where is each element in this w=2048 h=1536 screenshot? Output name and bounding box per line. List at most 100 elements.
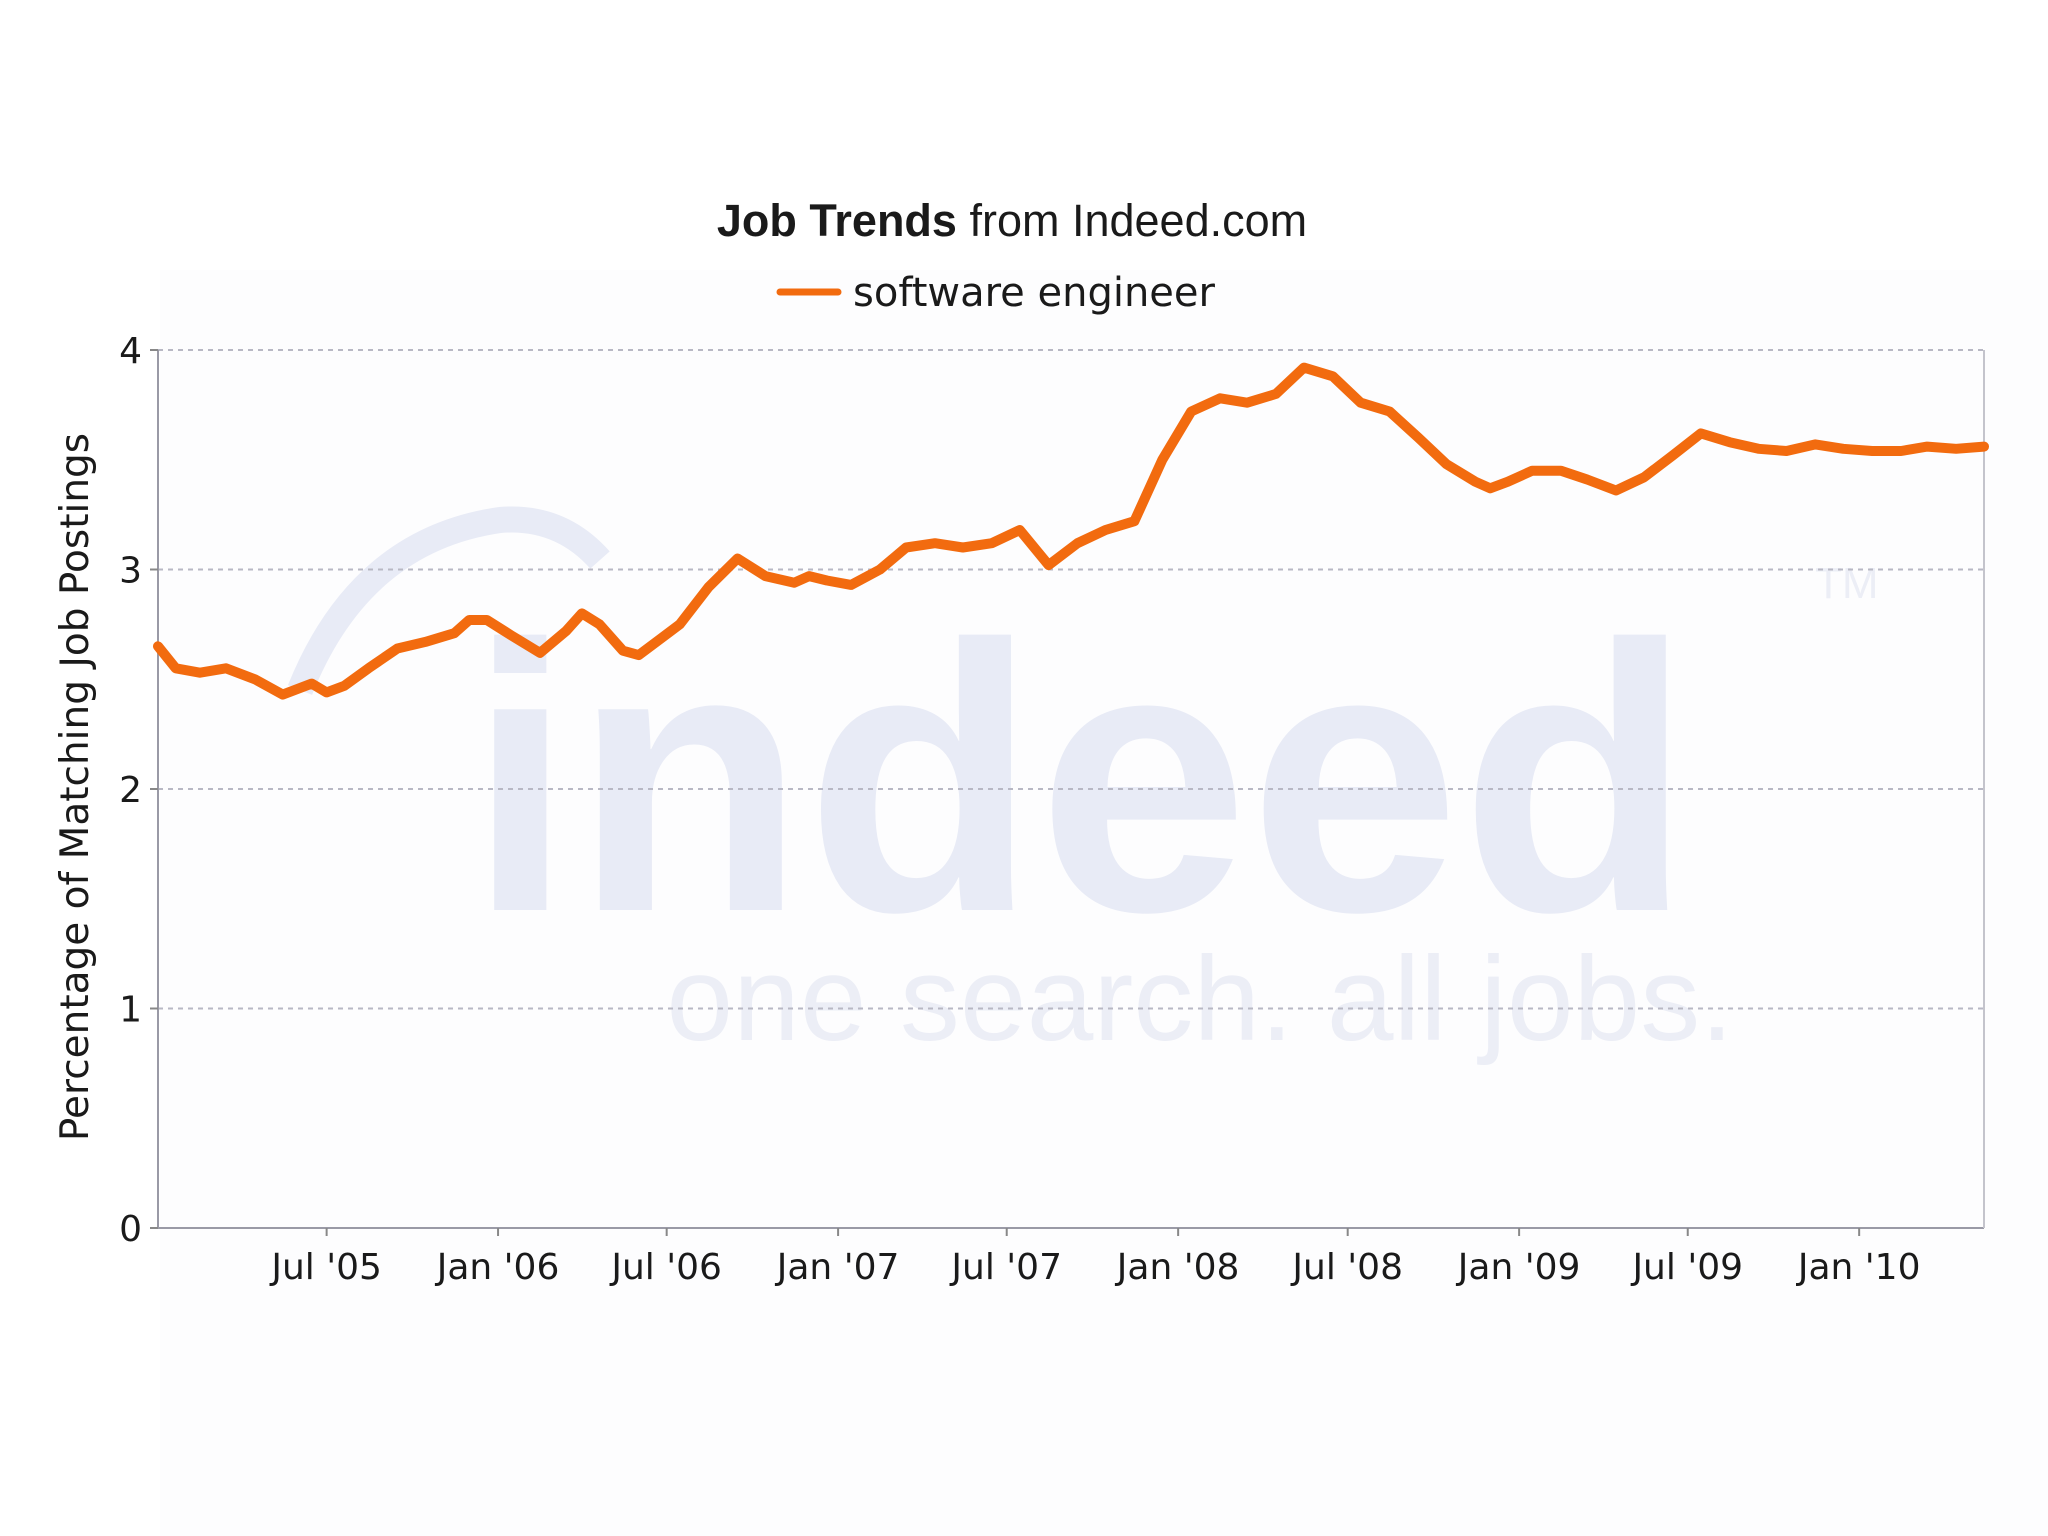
legend-label-software-engineer: software engineer [853,270,1216,316]
data-point [154,642,162,651]
data-point [652,637,661,646]
data-point [577,609,586,618]
data-point [1442,460,1451,469]
data-point [1486,484,1495,493]
data-point [1612,486,1621,495]
watermark-tagline: one search. all jobs. [666,932,1733,1066]
data-point [930,539,939,548]
y-tick-label: 0 [119,1209,142,1250]
data-point [1754,444,1763,453]
chart-title-bold: Job Trends [717,195,957,246]
data-point [171,664,180,673]
data-point [1557,466,1566,475]
data-point [222,664,231,673]
watermark-logo: indeed [468,566,1693,991]
data-point [507,631,516,640]
x-tick-label: Jul '09 [1630,1247,1743,1288]
data-point [618,646,627,655]
data-point [822,576,831,585]
x-tick-label: Jan '08 [1115,1247,1240,1288]
x-tick-label: Jul '05 [269,1247,382,1288]
data-point [1782,446,1791,455]
data-point [250,675,259,684]
data-point [595,620,604,629]
data-point [761,572,770,581]
data-point [1980,442,1988,451]
data-point [1271,389,1280,398]
y-tick-label: 3 [119,551,142,592]
watermark-tm: TM [1815,559,1879,608]
data-point [1839,444,1848,453]
data-point [1158,455,1167,464]
x-tick-label: Jul '07 [949,1247,1062,1288]
series-line-software-engineer [153,362,1989,700]
data-point [421,637,430,646]
data-point [1015,525,1024,534]
grid-lines [158,349,1984,1010]
series-layer [153,362,1989,700]
data-point [1668,451,1677,460]
data-point [675,620,684,629]
data-point [1187,407,1196,416]
data-point [1073,539,1082,548]
data-point [1952,444,1961,453]
x-tick-label: Jan '10 [1796,1247,1921,1288]
data-point [1243,398,1252,407]
data-point [278,690,287,699]
data-point [1471,477,1480,486]
data-point [1385,407,1394,416]
x-tick-label: Jul '06 [609,1247,722,1288]
data-point [790,578,799,587]
indeed-watermark: indeed TM one search. all jobs. [287,506,1879,1066]
data-point [307,679,316,688]
data-point [340,681,349,690]
data-point [364,664,373,673]
data-point [1639,473,1648,482]
x-tick-label: Jan '07 [775,1247,900,1288]
data-point [1414,433,1423,442]
x-tick-label: Jan '06 [435,1247,560,1288]
data-point [1299,363,1308,372]
data-point [1101,525,1110,534]
data-point [733,554,742,563]
data-point [1356,398,1365,407]
data-point [465,615,474,624]
data-point [987,539,996,548]
data-point [1923,442,1932,451]
data-point [322,688,331,697]
data-point [1868,446,1877,455]
data-point [1044,561,1053,570]
chart-title-rest: from Indeed.com [957,195,1307,246]
y-ticks: 0 1 2 3 4 [119,331,158,1250]
data-point [1897,446,1906,455]
x-tick-label: Jan '09 [1456,1247,1581,1288]
data-point [195,668,204,677]
y-tick-label: 4 [119,331,142,372]
data-point [1130,517,1139,526]
y-tick-label: 1 [119,990,142,1031]
x-ticks: Jul '05 Jan '06 Jul '06 Jan '07 Jul '07 Jan '… [269,1228,1920,1288]
data-point [634,651,643,660]
x-tick-label: Jul '08 [1290,1247,1403,1288]
watermark-swoosh-icon [287,506,610,695]
data-point [876,565,885,574]
data-point [1583,475,1592,484]
data-point [1696,429,1705,438]
data-point [450,629,459,638]
y-axis-label: Percentage of Matching Job Postings [53,433,98,1141]
data-point [535,648,544,657]
data-point [1503,477,1512,486]
y-tick-label: 2 [119,770,142,811]
data-point [958,543,967,552]
data-point [1216,394,1225,403]
data-point [1328,372,1337,381]
data-point [393,644,402,653]
data-point [1811,440,1820,449]
chart-title: Job Trends from Indeed.com [717,195,1307,246]
data-point [847,580,856,589]
data-point [1725,438,1734,447]
data-point [902,543,911,552]
data-point [562,626,571,635]
data-point [704,583,713,592]
